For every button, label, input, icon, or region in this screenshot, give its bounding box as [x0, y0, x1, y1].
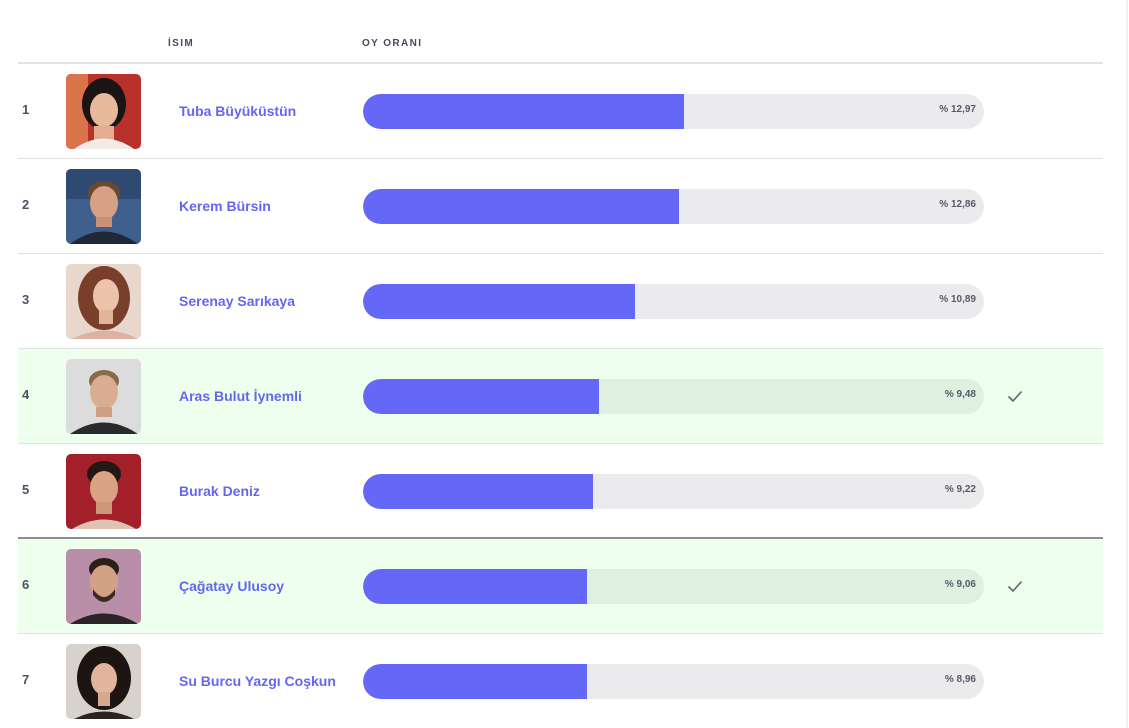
- nominee-name[interactable]: Serenay Sarıkaya: [179, 293, 295, 309]
- scroll-edge: [1126, 0, 1128, 728]
- vote-percentage: % 8,96: [944, 674, 976, 685]
- avatar: [66, 454, 141, 529]
- table-header: İSIM OY ORANI: [18, 0, 1103, 64]
- table-row[interactable]: 1 Tuba Büyüküstün % 12,97: [18, 64, 1103, 159]
- vote-percentage: % 10,89: [939, 294, 976, 305]
- vote-bar: % 12,86: [363, 189, 984, 224]
- vote-percentage: % 12,86: [939, 199, 976, 210]
- rank-number: 7: [22, 672, 30, 687]
- rank-number: 1: [22, 102, 30, 117]
- rank-number: 2: [22, 197, 30, 212]
- rank-number: 4: [22, 387, 30, 402]
- vote-bar-fill: [363, 284, 635, 319]
- table-row[interactable]: 6 Çağatay Ulusoy % 9,06: [18, 539, 1103, 634]
- avatar: [66, 264, 141, 339]
- poll-results-table: İSIM OY ORANI 1 Tuba Büyüküstün % 12,97: [18, 0, 1103, 728]
- vote-bar: % 9,06: [363, 569, 984, 604]
- vote-bar-fill: [363, 474, 594, 509]
- vote-bar-fill: [363, 379, 599, 414]
- nominee-name[interactable]: Kerem Bürsin: [179, 198, 271, 214]
- avatar: [66, 74, 141, 149]
- vote-bar-fill: [363, 664, 587, 699]
- nominee-name[interactable]: Su Burcu Yazgı Coşkun: [179, 673, 336, 689]
- vote-bar: % 9,22: [363, 474, 984, 509]
- rank-number: 5: [22, 482, 30, 497]
- vote-bar: % 9,48: [363, 379, 984, 414]
- vote-bar: % 10,89: [363, 284, 984, 319]
- table-row[interactable]: 3 Serenay Sarıkaya % 10,89: [18, 254, 1103, 349]
- column-header-name: İSIM: [168, 38, 195, 49]
- checkmark-icon: [1007, 580, 1023, 593]
- table-row[interactable]: 7 Su Burcu Yazgı Coşkun % 8,96: [18, 634, 1103, 728]
- vote-bar: % 12,97: [363, 94, 984, 129]
- vote-percentage: % 9,22: [944, 484, 976, 495]
- vote-percentage: % 12,97: [939, 104, 976, 115]
- avatar: [66, 549, 141, 624]
- avatar: [66, 169, 141, 244]
- column-header-vote-rate: OY ORANI: [362, 38, 423, 49]
- table-row[interactable]: 4 Aras Bulut İynemli % 9,48: [18, 349, 1103, 444]
- nominee-name[interactable]: Burak Deniz: [179, 483, 260, 499]
- checkmark-icon: [1007, 390, 1023, 403]
- vote-bar-fill: [363, 94, 685, 129]
- nominee-name[interactable]: Çağatay Ulusoy: [179, 578, 285, 594]
- nominee-name[interactable]: Aras Bulut İynemli: [179, 388, 302, 404]
- avatar: [66, 359, 141, 434]
- vote-percentage: % 9,48: [944, 389, 976, 400]
- avatar: [66, 644, 141, 719]
- vote-percentage: % 9,06: [944, 579, 976, 590]
- rank-number: 6: [22, 577, 30, 592]
- vote-bar-fill: [363, 189, 679, 224]
- table-row[interactable]: 5 Burak Deniz % 9,22: [18, 444, 1103, 539]
- vote-bar-fill: [363, 569, 587, 604]
- rank-number: 3: [22, 292, 30, 307]
- vote-bar: % 8,96: [363, 664, 984, 699]
- nominee-name[interactable]: Tuba Büyüküstün: [179, 103, 297, 119]
- table-row[interactable]: 2 Kerem Bürsin % 12,86: [18, 159, 1103, 254]
